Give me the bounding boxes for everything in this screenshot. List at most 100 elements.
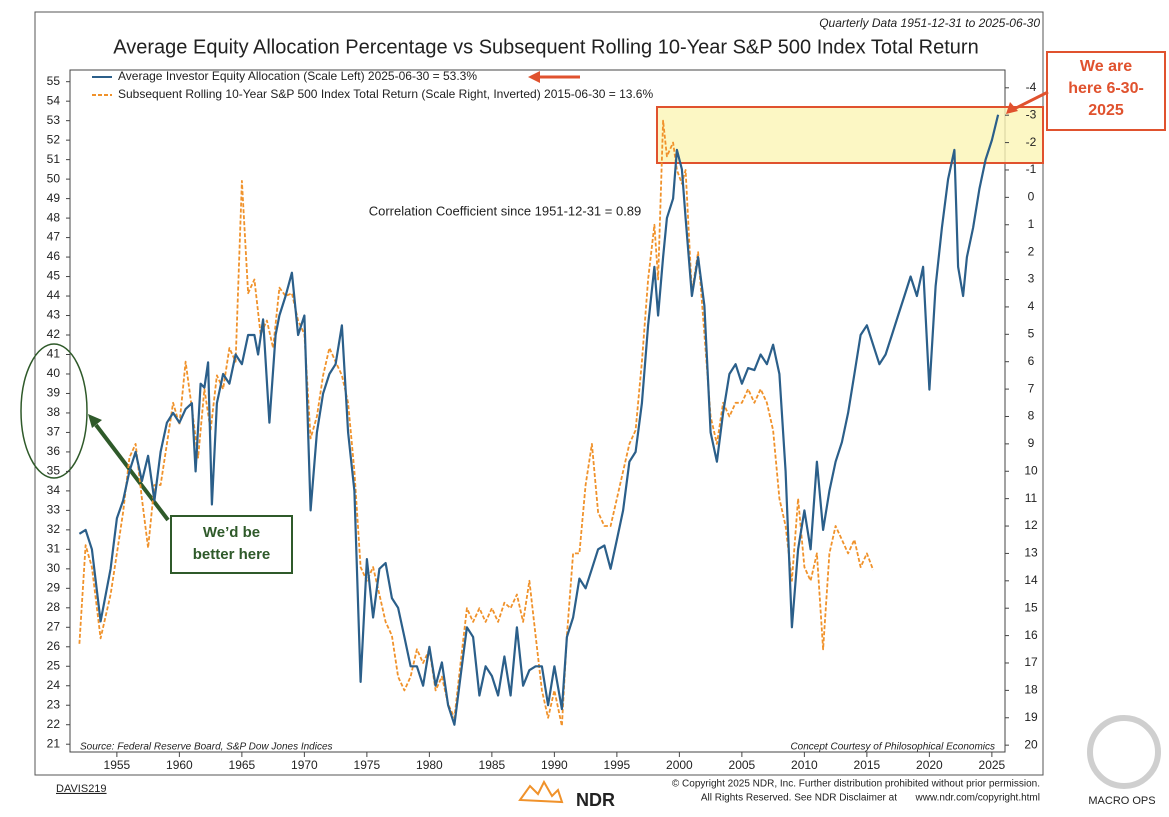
y-tick-label: 53 (47, 113, 61, 127)
y2-tick-label: 2 (1028, 244, 1035, 258)
annotation-box (170, 515, 293, 574)
y2-tick-label: 16 (1024, 628, 1038, 642)
y2-tick-label: 5 (1028, 326, 1035, 340)
y-tick-label: 27 (47, 619, 61, 633)
x-tick-label: 2000 (666, 758, 693, 772)
y-tick-label: 31 (47, 542, 61, 556)
highlight-ellipse (20, 343, 88, 479)
x-tick-label: 1970 (291, 758, 318, 772)
source-note: Source: Federal Reserve Board, S&P Dow J… (80, 742, 333, 753)
annotation-here: We are here 6-30-2025 (1068, 58, 1144, 119)
y2-tick-label: 12 (1024, 518, 1038, 532)
disclaimer: All Rights Reserved. See NDR Disclaimer … (701, 793, 897, 804)
ndr-logo: NDR (518, 779, 615, 810)
annotation-better: We’d be better here (192, 524, 271, 563)
chart-id[interactable]: DAVIS219 (56, 783, 107, 795)
y-tick-label: 48 (47, 210, 61, 224)
y-tick-label: 35 (47, 464, 61, 478)
y2-tick-label: 20 (1024, 737, 1038, 751)
x-tick-label: 1980 (416, 758, 443, 772)
y-tick-label: 47 (47, 230, 61, 244)
y-tick-label: 29 (47, 580, 61, 594)
y2-tick-label: 1 (1028, 217, 1035, 231)
y-tick-label: 39 (47, 386, 61, 400)
y-tick-label: 25 (47, 658, 61, 672)
y-tick-label: 28 (47, 600, 61, 614)
y-tick-label: 46 (47, 249, 61, 263)
annotation-holder: We are here 6-30-2025 (1068, 58, 1144, 119)
x-tick-label: 1960 (166, 758, 193, 772)
copyright: © Copyright 2025 NDR, Inc. Further distr… (672, 779, 1040, 790)
y2-tick-label: 10 (1024, 463, 1038, 477)
y2-tick-label: -4 (1026, 80, 1037, 94)
x-tick-label: 2015 (854, 758, 881, 772)
logo-icon (518, 779, 564, 804)
annotation-arrow (94, 423, 170, 522)
y-tick-label: 45 (47, 269, 61, 283)
arrow-head (1006, 102, 1018, 114)
x-tick-label: 2005 (729, 758, 756, 772)
x-tick-label: 1995 (604, 758, 631, 772)
y-tick-label: 32 (47, 522, 61, 536)
x-tick-label: 1965 (229, 758, 256, 772)
y-tick-label: 42 (47, 327, 61, 341)
chart-subtitle: Quarterly Data 1951-12-31 to 2025-06-30 (819, 16, 1040, 30)
y-tick-label: 34 (47, 483, 61, 497)
y2-tick-label: 17 (1024, 655, 1038, 669)
y-tick-label: 37 (47, 425, 61, 439)
series-line (78, 119, 874, 727)
x-tick-label: 2025 (979, 758, 1006, 772)
y2-tick-label: 4 (1028, 299, 1035, 313)
y-tick-label: 26 (47, 639, 61, 653)
y-tick-label: 55 (47, 74, 61, 88)
y2-tick-label: 19 (1024, 710, 1038, 724)
x-tick-label: 1955 (104, 758, 131, 772)
y-tick-label: 22 (47, 717, 61, 731)
legend-label: Average Investor Equity Allocation (Scal… (118, 69, 477, 83)
y-tick-label: 24 (47, 678, 61, 692)
y-tick-label: 23 (47, 697, 61, 711)
x-tick-label: 1975 (354, 758, 381, 772)
correlation-note: Correlation Coefficient since 1951-12-31… (369, 203, 642, 218)
series-line (78, 114, 1000, 726)
y2-tick-label: -3 (1026, 107, 1037, 121)
x-tick-label: 1985 (479, 758, 506, 772)
credit-note: Concept Courtesy of Philosophical Econom… (790, 742, 995, 753)
y-tick-label: 51 (47, 152, 61, 166)
y-tick-label: 52 (47, 132, 61, 146)
y-tick-label: 30 (47, 561, 61, 575)
y2-tick-label: 9 (1028, 436, 1035, 450)
y-tick-label: 49 (47, 191, 61, 205)
y2-tick-label: 0 (1028, 190, 1035, 204)
y-tick-label: 41 (47, 347, 61, 361)
annotation-arrow (1011, 90, 1049, 112)
arrow-head (88, 414, 102, 428)
x-tick-label: 2020 (916, 758, 943, 772)
y-tick-label: 54 (47, 93, 61, 107)
y2-tick-label: 7 (1028, 381, 1035, 395)
y-tick-label: 40 (47, 366, 61, 380)
y2-tick-label: 6 (1028, 354, 1035, 368)
y2-tick-label: 8 (1028, 409, 1035, 423)
chart-title: Average Equity Allocation Percentage vs … (113, 36, 978, 58)
y-tick-label: 50 (47, 171, 61, 185)
y2-tick-label: -1 (1026, 162, 1037, 176)
x-tick-label: 2010 (791, 758, 818, 772)
arrow-head (528, 71, 540, 83)
disclaimer-link[interactable]: www.ndr.com/copyright.html (915, 793, 1041, 804)
y-tick-label: 36 (47, 444, 61, 458)
watermark: MACRO OPS (1088, 795, 1155, 807)
chart-frame (34, 11, 1044, 776)
y-tick-label: 21 (47, 736, 61, 750)
plot-area (69, 69, 1006, 753)
highlight-box (656, 106, 1044, 164)
y2-tick-label: 14 (1024, 573, 1038, 587)
y-tick-label: 38 (47, 405, 61, 419)
macro-ops-logo: MACRO OPS (1087, 715, 1161, 807)
annotation-holder: We’d be better here (192, 524, 271, 563)
x-tick-label: 1990 (541, 758, 568, 772)
y2-tick-label: 13 (1024, 546, 1038, 560)
y2-tick-label: -2 (1026, 135, 1037, 149)
y2-tick-label: 18 (1024, 683, 1038, 697)
